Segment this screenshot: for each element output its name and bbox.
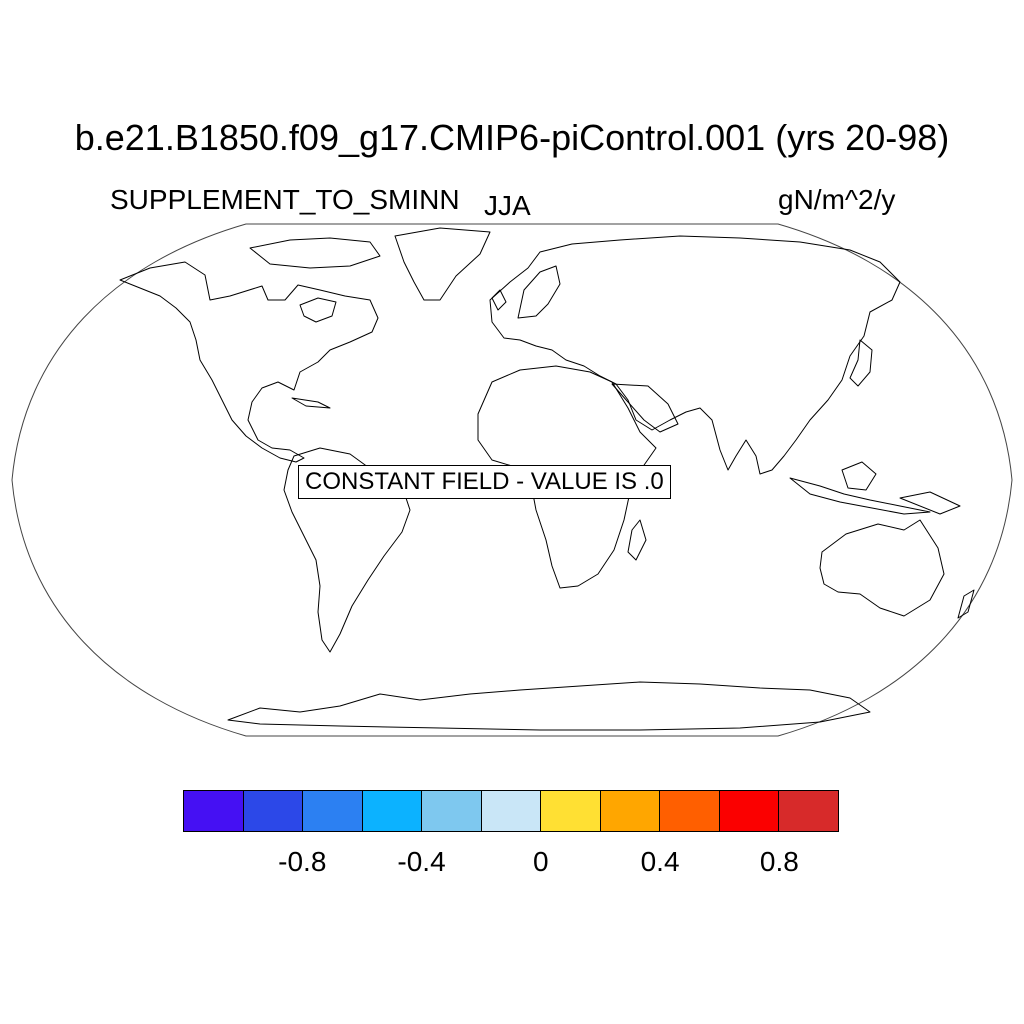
hudson-bay-coastline	[299, 297, 337, 323]
north-america-coastline	[119, 261, 379, 463]
indonesia-coastline	[789, 477, 931, 515]
colorbar-box	[660, 791, 720, 831]
new-zealand-coastline	[957, 589, 975, 619]
madagascar-coastline	[627, 519, 647, 561]
colorbar-tick-label: -0.8	[278, 846, 327, 877]
colorbar-tick-label: 0.8	[759, 846, 799, 877]
greenland-coastline	[394, 227, 491, 301]
new-guinea-coastline	[899, 491, 961, 515]
colorbar-box	[600, 791, 661, 831]
canadian-islands-coastline	[249, 237, 381, 269]
colorbar-box	[481, 791, 542, 831]
colorbar-tick-label: -0.4	[397, 846, 446, 877]
antarctica-coastline	[227, 681, 871, 731]
colorbar-box	[422, 791, 482, 831]
colorbar-tick-label: 0.4	[640, 846, 680, 877]
constant-field-notice: CONSTANT FIELD - VALUE IS .0	[298, 465, 671, 499]
colorbar-tick-label: 0	[533, 846, 549, 877]
colorbar	[183, 790, 839, 832]
colorbar-box	[719, 791, 780, 831]
colorbar-box	[184, 791, 244, 831]
japan-coastline	[849, 339, 873, 387]
borneo-coastline	[841, 461, 877, 491]
arabia-coastline	[611, 383, 679, 433]
scandinavia-coastline	[517, 265, 561, 319]
australia-coastline	[819, 519, 945, 617]
map-boundary	[11, 223, 1013, 737]
cuba-coastline	[291, 397, 331, 409]
colorbar-box	[779, 791, 839, 831]
british-isles-coastline	[491, 289, 507, 311]
colorbar-box	[243, 791, 304, 831]
colorbar-box	[541, 791, 601, 831]
units-label: gN/m^2/y	[778, 184, 896, 215]
eurasia-coastline	[489, 235, 901, 475]
plot-title: b.e21.B1850.f09_g17.CMIP6-piControl.001 …	[74, 117, 950, 158]
season-label: JJA	[484, 190, 531, 221]
colorbar-box	[303, 791, 363, 831]
variable-name: SUPPLEMENT_TO_SMINN	[110, 184, 460, 215]
colorbar-box	[362, 791, 423, 831]
